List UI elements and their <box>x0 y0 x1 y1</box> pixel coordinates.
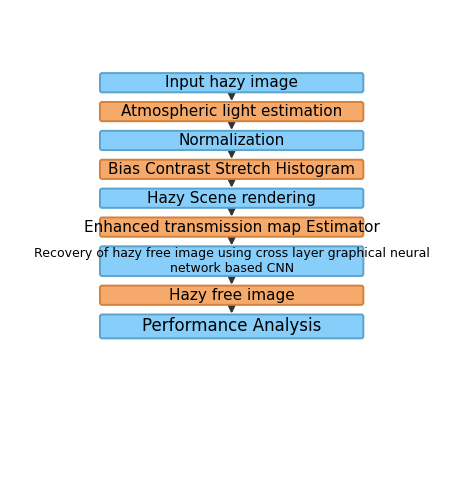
Text: Enhanced transmission map Estimator: Enhanced transmission map Estimator <box>83 220 379 234</box>
FancyBboxPatch shape <box>100 286 363 305</box>
FancyBboxPatch shape <box>100 314 363 338</box>
Text: Recovery of hazy free image using cross layer graphical neural
network based CNN: Recovery of hazy free image using cross … <box>34 247 428 275</box>
Text: Atmospheric light estimation: Atmospheric light estimation <box>121 104 341 119</box>
FancyBboxPatch shape <box>100 73 363 92</box>
FancyBboxPatch shape <box>100 218 363 236</box>
Text: Normalization: Normalization <box>178 133 284 148</box>
FancyBboxPatch shape <box>100 246 363 276</box>
FancyBboxPatch shape <box>100 102 363 121</box>
Text: Hazy free image: Hazy free image <box>168 288 294 302</box>
Text: Hazy Scene rendering: Hazy Scene rendering <box>147 190 315 206</box>
Text: Input hazy image: Input hazy image <box>165 75 298 90</box>
Text: Performance Analysis: Performance Analysis <box>142 318 321 336</box>
FancyBboxPatch shape <box>100 188 363 208</box>
Text: Bias Contrast Stretch Histogram: Bias Contrast Stretch Histogram <box>108 162 354 177</box>
FancyBboxPatch shape <box>100 131 363 150</box>
FancyBboxPatch shape <box>100 160 363 179</box>
